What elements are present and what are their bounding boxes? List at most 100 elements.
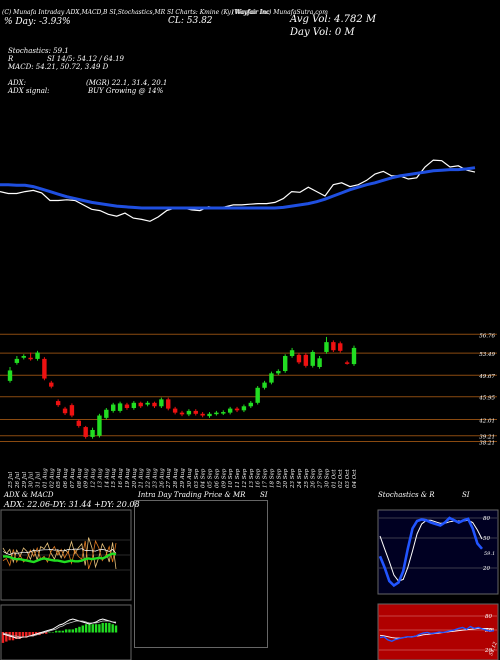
adx-macd-title: ADX & MACD [4, 491, 54, 499]
candle-body-3 [28, 357, 33, 360]
candle-body-35 [248, 402, 253, 407]
date-tick-49: 03 Oct [345, 469, 351, 488]
intraday-title-suffix: SI [260, 491, 268, 499]
candle-body-23 [166, 399, 171, 409]
rsi-line [379, 625, 495, 643]
stoch-last-value: 59.1 [484, 551, 495, 557]
macd-bar-14 [48, 632, 51, 633]
macd-signal-line [2, 620, 116, 638]
candle-body-6 [49, 382, 54, 387]
adx-signal-label: ADX signal: [8, 87, 50, 95]
date-tick-37: 17 Sep [263, 468, 269, 488]
date-tick-3: 30 Jul [29, 472, 35, 488]
date-tick-40: 20 Sep [283, 468, 289, 489]
average-overlay-line [0, 166, 476, 210]
date-tick-12: 12 Aug [91, 468, 97, 488]
overlay-lines [0, 159, 476, 222]
candle-body-48 [338, 343, 343, 351]
stoch-tick-2: 20 [482, 566, 490, 572]
date-tick-33: 11 Sep [235, 468, 241, 488]
date-tick-50: 04 Oct [352, 469, 358, 488]
date-tick-25: 29 Aug [180, 468, 186, 489]
level-label-5: 39.21 [479, 435, 495, 441]
date-tick-47: 01 Oct [331, 469, 337, 488]
date-tick-28: 04 Sep [201, 468, 207, 488]
macd-bar-24 [81, 625, 84, 633]
date-tick-21: 23 Aug [152, 468, 158, 489]
date-tick-15: 15 Aug [111, 468, 117, 488]
date-tick-11: 09 Aug [84, 468, 90, 488]
macd-bar-33 [111, 624, 114, 633]
stoch-tick-1: 50 [483, 536, 490, 542]
candle-body-28 [200, 413, 205, 416]
stochastics-panel: 80 50 20 59.1 [377, 509, 499, 595]
stoch-rsi-title-suffix: SI [462, 491, 470, 499]
candle-body-32 [227, 408, 233, 413]
date-tick-20: 22 Aug [146, 468, 152, 489]
candle-body-49 [344, 362, 350, 364]
level-label-3: 45.95 [478, 396, 495, 402]
macd-bar-26 [88, 624, 91, 633]
header-code: (Wayfair Inc) MunafaSutra.com [232, 9, 328, 16]
macd-bar-28 [94, 624, 98, 633]
macd-bar-15 [51, 632, 55, 633]
candle-body-41 [289, 350, 295, 357]
candle-body-22 [159, 399, 164, 407]
rsi-readout: SI 14/5: 54.12 / 64.19 [47, 55, 124, 63]
candle-body-36 [255, 387, 260, 403]
candle-body-8 [62, 408, 68, 414]
date-tick-35: 13 Sep [249, 468, 255, 488]
intraday-panel [134, 500, 268, 648]
date-tick-36: 16 Sep [256, 468, 262, 488]
date-tick-19: 21 Aug [139, 468, 145, 489]
date-tick-48: 02 Oct [338, 469, 344, 488]
rsi-last-value: 54.12 [488, 641, 499, 657]
stoch-rsi-title: Stochastics & R [378, 491, 435, 499]
candle-body-11 [83, 427, 88, 437]
macd-bar-27 [91, 624, 94, 633]
date-tick-42: 24 Sep [297, 468, 303, 489]
intraday-title: Intra Day Trading Price & MR [138, 491, 246, 499]
stoch-tick-0: 80 [483, 516, 490, 522]
avg-volume: Avg Vol: 4.782 M [290, 14, 377, 25]
rsi-label: R [8, 55, 14, 63]
date-axis: 25 Jul 26 Jul 29 Jul 30 Jul 31 Jul 01 Aug 02 A… [8, 468, 358, 489]
date-tick-9: 07 Aug [70, 468, 76, 488]
macd-bar-7 [25, 632, 28, 638]
date-tick-32: 10 Sep [228, 468, 234, 488]
macd-bar-31 [104, 622, 108, 633]
candle-body-26 [186, 410, 192, 415]
candle-body-16 [117, 403, 123, 411]
level-label-2: 49.67 [478, 374, 495, 380]
di-mean-line [2, 548, 117, 555]
macd-bar-0 [1, 632, 5, 643]
candle-body-24 [172, 408, 178, 413]
macd-bar-17 [58, 630, 61, 633]
date-tick-34: 12 Sep [242, 468, 248, 488]
candle-body-38 [269, 373, 274, 383]
date-tick-31: 09 Sep [221, 468, 227, 488]
macd-bar-6 [21, 632, 25, 638]
candle-body-46 [324, 342, 329, 352]
macd-bar-29 [98, 624, 101, 633]
date-tick-4: 31 Jul [36, 472, 42, 488]
adx-line [3, 552, 117, 564]
date-tick-38: 18 Sep [269, 468, 275, 488]
date-tick-1: 26 Jul [15, 472, 21, 489]
macd-bar-23 [78, 626, 81, 633]
candle-body-14 [104, 409, 109, 418]
date-tick-46: 30 Sep [324, 468, 330, 488]
candle-body-2 [21, 356, 26, 358]
macd-bar-34 [114, 625, 118, 633]
date-tick-44: 26 Sep [311, 468, 317, 489]
macd-bar-18 [61, 630, 65, 633]
date-tick-14: 14 Aug [104, 468, 110, 488]
macd-bar-16 [54, 630, 58, 633]
candle-body-5 [42, 358, 47, 379]
adx-value: ADX: 22.06 [4, 500, 51, 509]
macd-bar-22 [74, 628, 78, 633]
candle-body-29 [207, 413, 212, 417]
macd-bar-11 [38, 632, 41, 636]
